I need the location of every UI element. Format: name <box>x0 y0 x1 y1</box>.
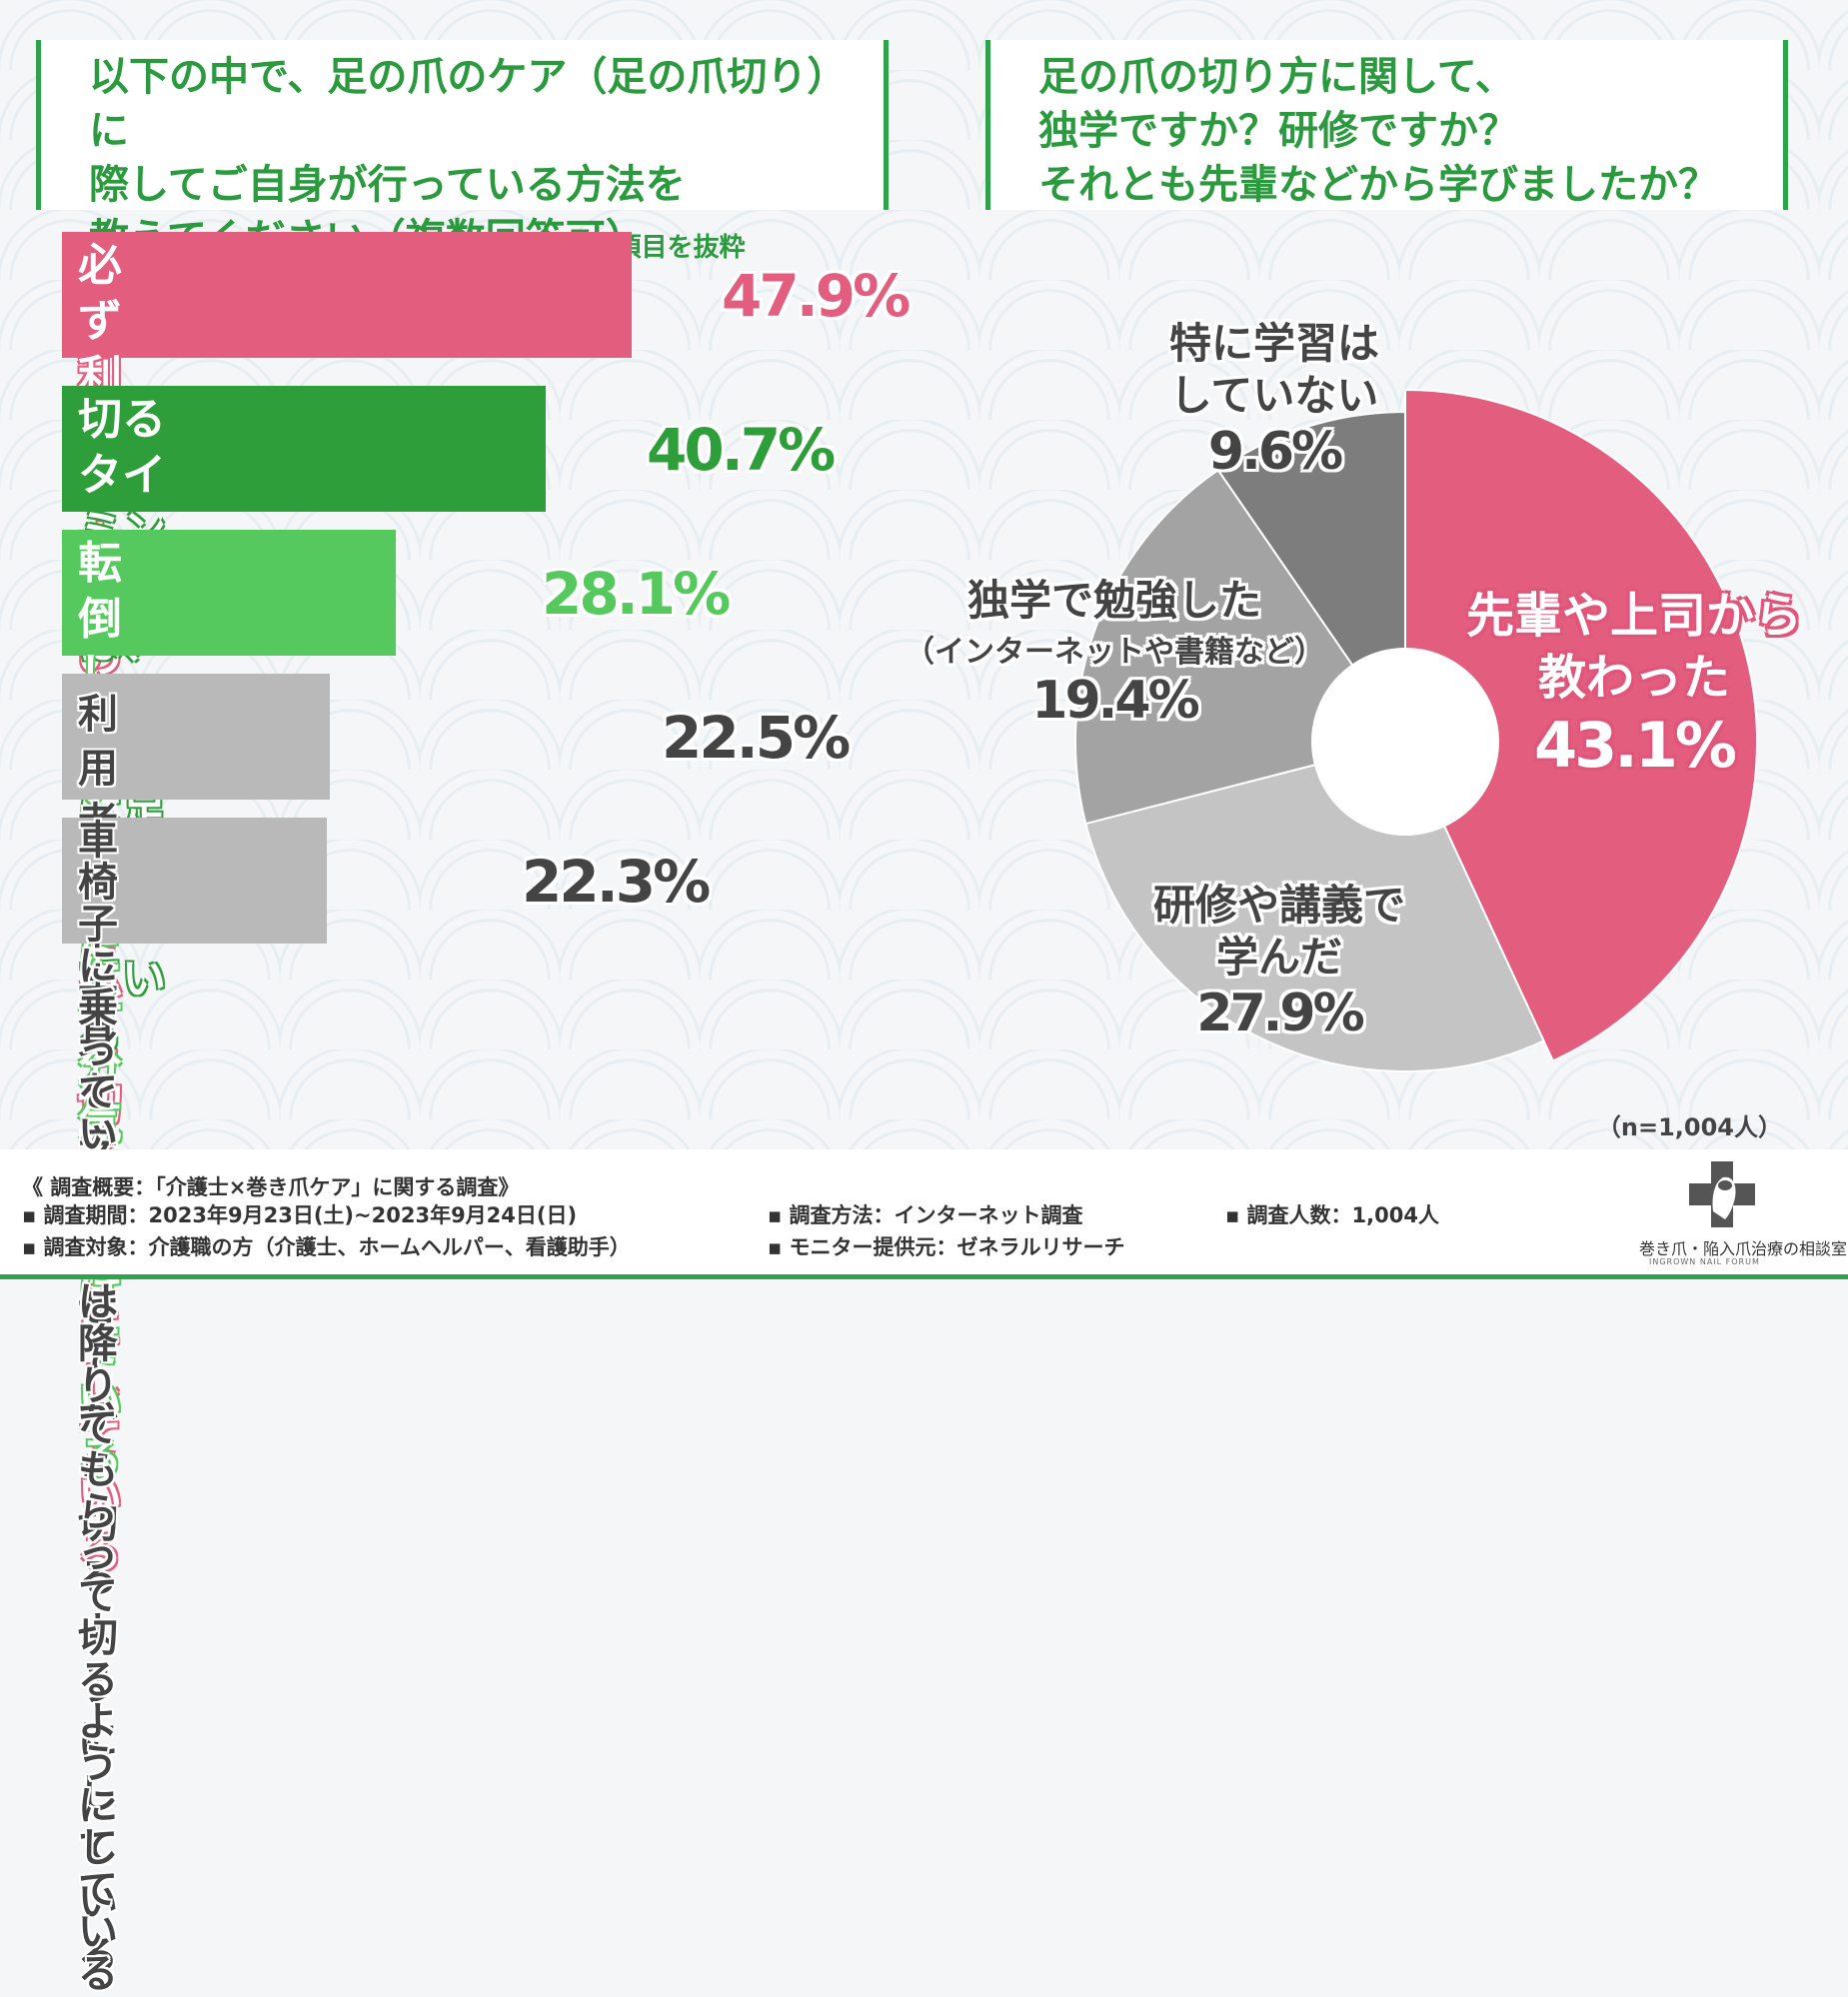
bar <box>62 818 328 944</box>
right-question-title: 足の爪の切り方に関して、 独学ですか？研修ですか？ それとも先輩などから学びまし… <box>1038 54 1718 208</box>
survey-footer: 《 調査概要：「介護士×巻き爪ケア」に関する調査》 ▪ 調査期間：2023年9月… <box>0 1149 1848 1279</box>
donut-value-label: 19.4% <box>1031 671 1199 731</box>
bar-value-label: 22.5% <box>662 704 851 772</box>
donut-value-label: 43.1% <box>1533 709 1737 782</box>
survey-monitor: ▪ モニター提供元：ゼネラルリサーチ <box>768 1235 1125 1259</box>
donut-value-label: 9.6% <box>1207 422 1343 482</box>
donut-slice <box>1404 388 1758 1062</box>
donut-category-sublabel: （インターネットや書籍など） <box>905 635 1324 670</box>
donut-hole <box>1311 648 1499 836</box>
bar <box>62 232 632 358</box>
sample-size: （n=1,004人） <box>1596 1113 1782 1141</box>
donut-value-label: 27.9% <box>1196 984 1364 1043</box>
donut-slice-label: 研修や講義で 学んだ 27.9% <box>1129 880 1429 1043</box>
donut-category-label: 独学で勉強した <box>966 576 1261 625</box>
bar-value-label: 47.9% <box>722 262 911 330</box>
donut-category-label: 先輩や上司から 教わった <box>1465 588 1802 706</box>
nail-forum-logo-icon <box>1689 1161 1755 1227</box>
bar <box>62 674 330 800</box>
donut-slice-label: 特に学習は していない 9.6% <box>1144 318 1404 482</box>
right-question-box: 足の爪の切り方に関して、 独学ですか？研修ですか？ それとも先輩などから学びまし… <box>985 40 1788 210</box>
logo-subtitle: INGROWN NAIL FORUM <box>1649 1257 1760 1266</box>
donut-chart <box>1074 388 1758 1072</box>
survey-summary: 《 調査概要：「介護士×巻き爪ケア」に関する調査》 <box>22 1175 520 1199</box>
donut-category-label: 特に学習は していない <box>1168 319 1379 420</box>
donut-slice <box>1216 410 1406 746</box>
bar-value-label: 28.1% <box>542 560 731 628</box>
left-question-box: 以下の中で、足の爪のケア（足の爪切り）に 際してご自身が行っている方法を 教えて… <box>36 40 889 262</box>
donut-slice-label: 独学で勉強した （インターネットや書籍など） 19.4% <box>895 575 1334 731</box>
survey-period: ▪ 調査期間：2023年9月23日(土)~2023年9月24日(日) <box>22 1203 578 1227</box>
bar <box>62 530 397 656</box>
donut-category-label: 研修や講義で 学んだ <box>1152 881 1405 982</box>
survey-target: ▪ 調査対象：介護職の方（介護士、ホームヘルパー、看護助手） <box>22 1235 631 1259</box>
logo-name: 巻き爪・陥入爪治療の相談室 <box>1639 1239 1848 1258</box>
survey-method: ▪ 調査方法：インターネット調査 <box>768 1203 1083 1227</box>
survey-count: ▪ 調査人数：1,004人 <box>1225 1203 1439 1227</box>
bar-value-label: 22.3% <box>522 848 711 916</box>
bar <box>62 386 547 512</box>
donut-slice-label: 先輩や上司から 教わった 43.1% <box>1444 585 1824 782</box>
bar-value-label: 40.7% <box>647 416 836 484</box>
